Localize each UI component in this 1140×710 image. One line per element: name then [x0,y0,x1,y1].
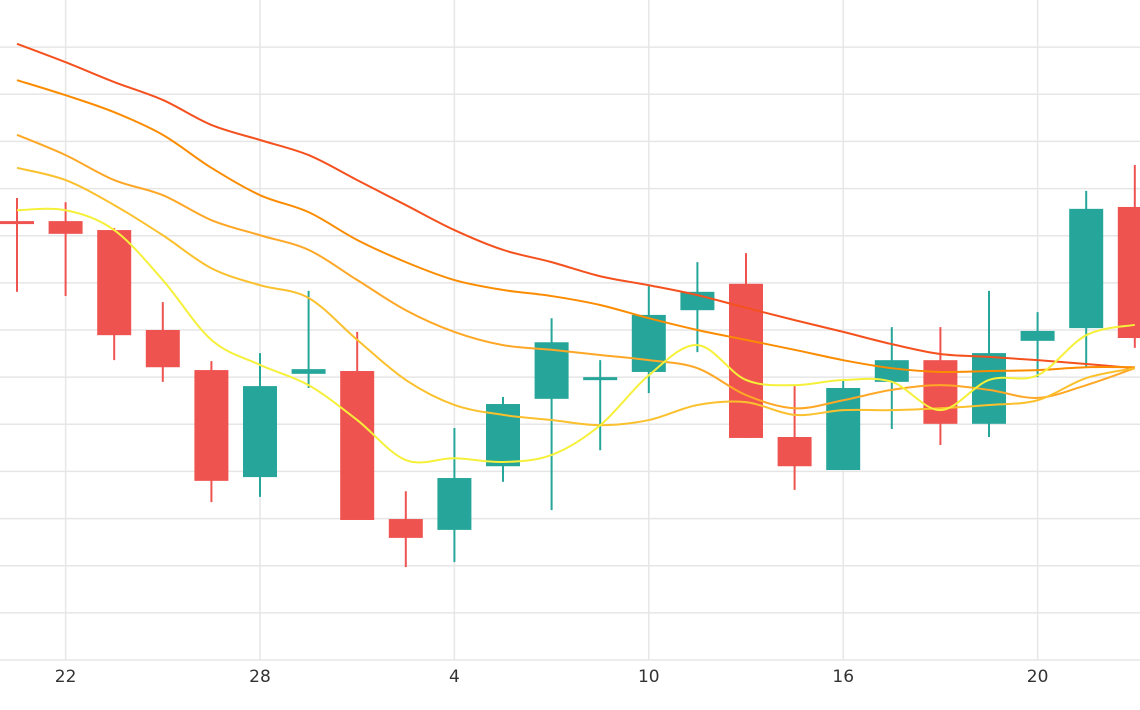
candle-body [97,230,132,336]
moving-average-line [16,42,1135,370]
candle-body [1069,208,1104,329]
x-tick-label: 20 [1027,667,1049,687]
candle-body [194,370,229,481]
candle-body [0,221,34,225]
candle-body [243,386,277,478]
x-tick-label: 16 [832,667,854,687]
candle-body [291,369,326,374]
candle-body [1020,330,1055,341]
candle-body [729,283,763,438]
candle-body [631,314,666,372]
candle-body [583,377,618,381]
x-tick-label: 10 [638,667,660,687]
x-tick-label: 28 [249,667,271,687]
candle-body [1117,206,1140,339]
candle-body [437,478,472,530]
moving-average-line [16,133,1136,410]
moving-average-line [16,166,1135,427]
candle-body [826,387,861,471]
candle-body [340,371,375,520]
candle-body [388,519,423,538]
candle-body [48,221,83,234]
candle-body [777,437,812,467]
candle-body [923,360,958,424]
moving-average-line [16,79,1135,374]
moving-average-line [16,207,1136,464]
x-tick-label: 4 [449,667,460,687]
candle-body [145,330,180,368]
x-tick-label: 22 [55,667,77,687]
candle-body [874,360,909,382]
